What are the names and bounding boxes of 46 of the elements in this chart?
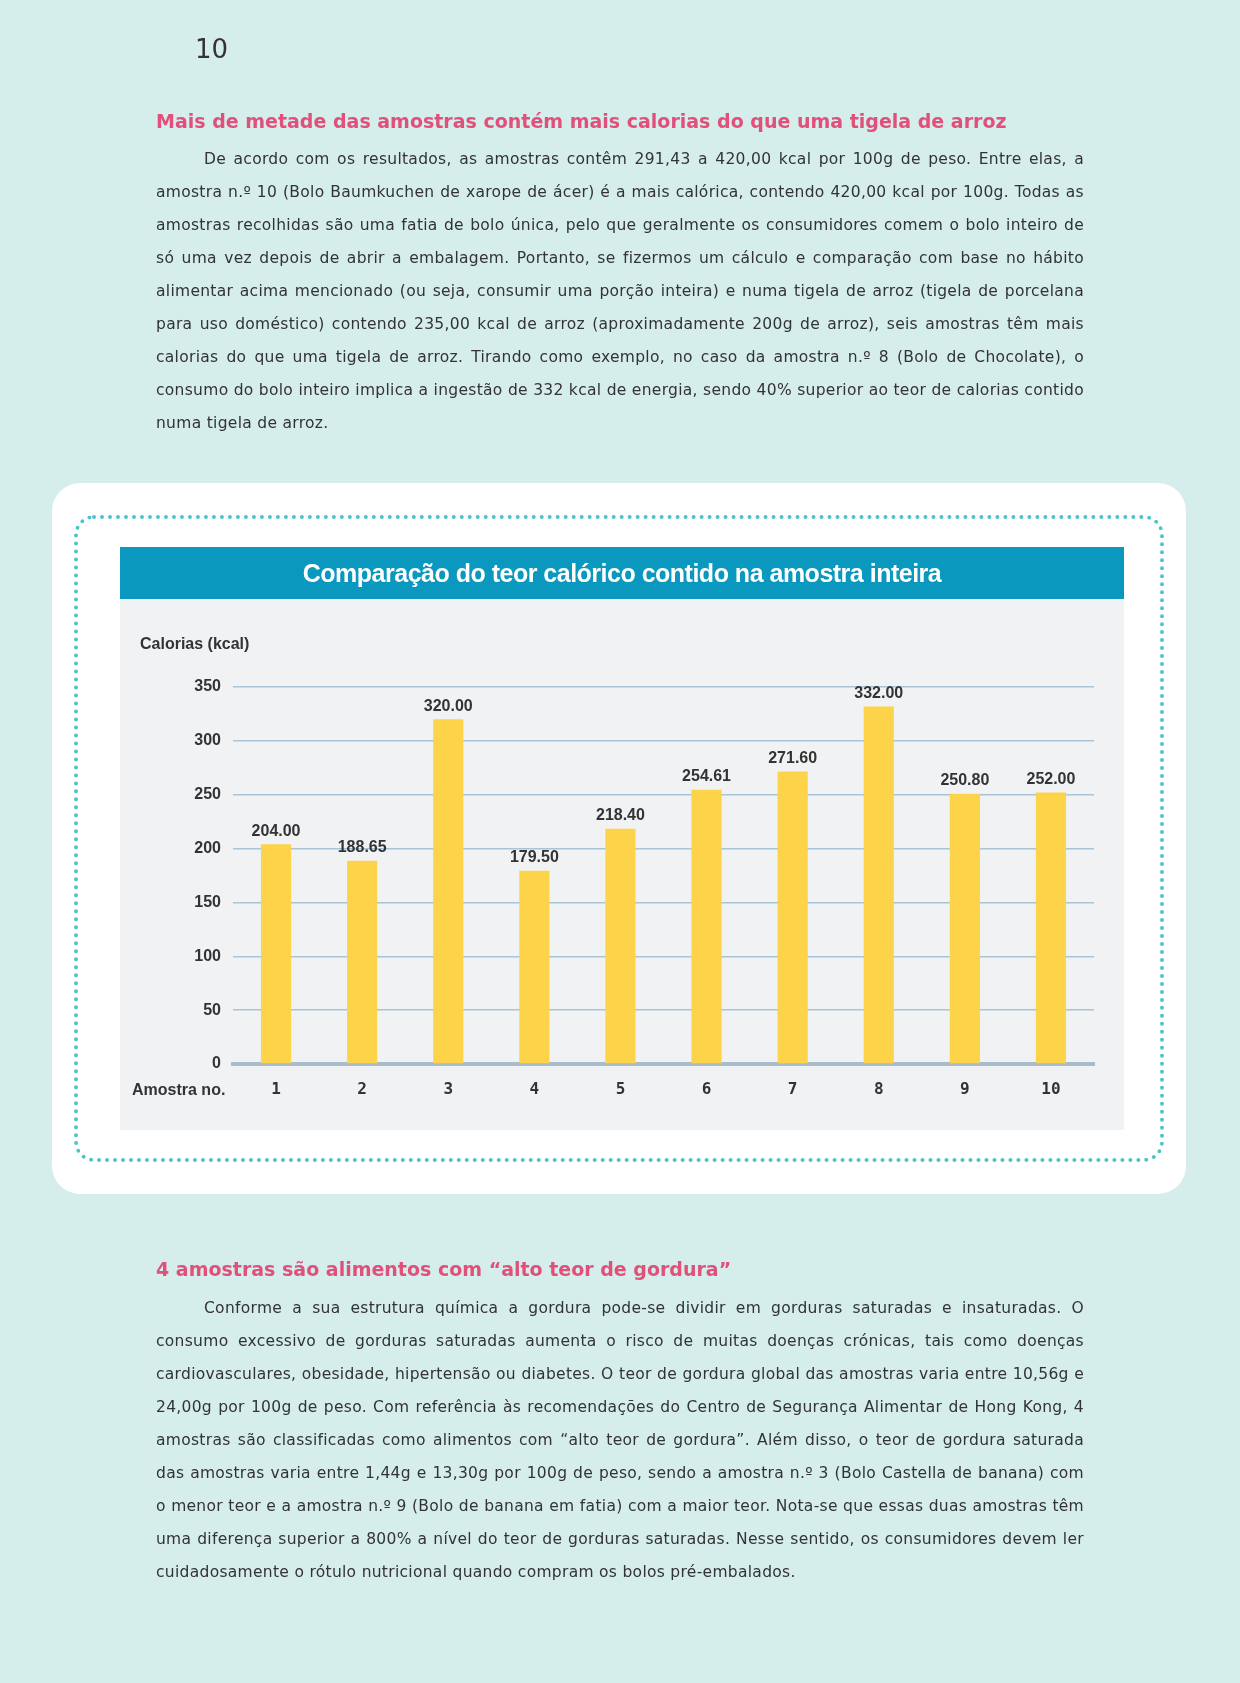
x-tick-label: 5 [615, 1078, 626, 1098]
bar [605, 828, 636, 1064]
x-tick-label: 2 [357, 1078, 367, 1098]
bar [777, 771, 808, 1064]
y-tick-label: 300 [194, 731, 222, 749]
bar [1035, 792, 1067, 1064]
y-tick-label: 250 [194, 785, 222, 803]
text: 10 [195, 34, 229, 64]
y-tick-label: 50 [203, 1000, 222, 1018]
bar [691, 789, 722, 1064]
bar [949, 793, 980, 1064]
y-tick-label: 100 [194, 946, 222, 964]
chart-title: Comparação do teor calórico contido na amostra inteira [120, 547, 1124, 599]
y-tick-label: 150 [194, 892, 222, 910]
text: Conforme a sua estrutura química a gordura pode-se dividir em gorduras saturadas e insaturadas. O consumo excessivo de gorduras saturadas aumenta o risco de muitas doenças crónicas, tais como doenças cardiovasculares, obesidade, hipertensão ou diabetes. O teor de gordura global das amostras varia entre 10,56g e 24,00g por 100g de peso. Com referência às recomendações do Centro de Segurança Alimentar de Hong Kong, 4 amostras são classificadas como alimentos com “alto teor de gordura”. Além disso, o teor de gordura saturada das amostras varia entre 1,44g e 13,30g por 100g de peso, sendo a amostra n.º 3 (Bolo Castella de banana) com o menor teor e a amostra n.º 9 (Bolo de banana em fatia) com a maior teor. Nota-se que essas duas amostras têm uma diferença superior a 800% a nível do teor de gorduras saturadas. Nesse sentido, os consumidores devem ler cuidadosamente o rótulo nutricional quando compram os bolos pré-embalados. [156, 1299, 1084, 1581]
x-tick-label: 3 [443, 1078, 454, 1098]
x-tick-label: 1 [271, 1078, 281, 1098]
data-label: 332.00 [854, 683, 904, 701]
y-axis-title: Calorias (kcal) [140, 635, 250, 653]
data-label: 320.00 [423, 696, 473, 714]
x-tick-label: 6 [701, 1078, 712, 1098]
data-label: 218.40 [595, 806, 646, 824]
text: De acordo com os resultados, as amostras contêm 291,43 a 420,00 kcal por 100g de peso. Entre elas, a amostra n.º 10 (Bolo Baumkuchen de xarope de ácer) é a mais calórica, contendo 420,00 kcal por 100g. Todas as amostras recolhidas são uma fatia de bolo única, pelo que geralmente os consumidores comem o bolo inteiro de só uma vez depois de abrir a embalagem. Portanto, se fizermos um cálculo e comparação com base no hábito alimentar acima mencionado (ou seja, consumir uma porção inteira) e numa tigela de arroz (tigela de porcelana para uso doméstico) contendo 235,00 kcal de arroz (aproximadamente 200g de arroz), seis amostras têm mais calorias do que uma tigela de arroz. Tirando como exemplo, no caso da amostra n.º 8 (Bolo de Chocolate), o consumo do bolo inteiro implica a ingestão de 332 kcal de energia, sendo 40% superior ao teor de calorias contido numa tigela de arroz. [156, 150, 1084, 432]
x-tick-label: 9 [960, 1078, 970, 1098]
data-label: 188.65 [337, 838, 387, 856]
bar [863, 706, 894, 1064]
x-tick-label: 4 [529, 1078, 540, 1098]
data-label: 271.60 [768, 748, 818, 766]
text: 4 amostras são alimentos com “alto teor de gordura” [156, 1258, 732, 1280]
bar [260, 844, 292, 1064]
bar [433, 719, 464, 1064]
y-tick-label: 350 [194, 677, 222, 695]
x-tick-label: 8 [873, 1078, 884, 1098]
y-tick-label: 0 [212, 1054, 222, 1072]
bar [519, 870, 550, 1064]
text: Mais de metade das amostras contém mais calorias do que uma tigela de arroz [156, 110, 1007, 132]
data-label: 250.80 [940, 771, 990, 789]
y-tick-label: 200 [194, 838, 222, 856]
data-label: 179.50 [509, 848, 559, 866]
bar [347, 860, 378, 1064]
data-label: 252.00 [1026, 769, 1076, 787]
x-tick-label: 10 [1041, 1078, 1061, 1098]
data-label: 204.00 [251, 821, 301, 839]
data-label: 254.61 [682, 767, 732, 785]
x-tick-label: 7 [787, 1078, 798, 1098]
x-axis-title: Amostra no. [132, 1081, 226, 1099]
